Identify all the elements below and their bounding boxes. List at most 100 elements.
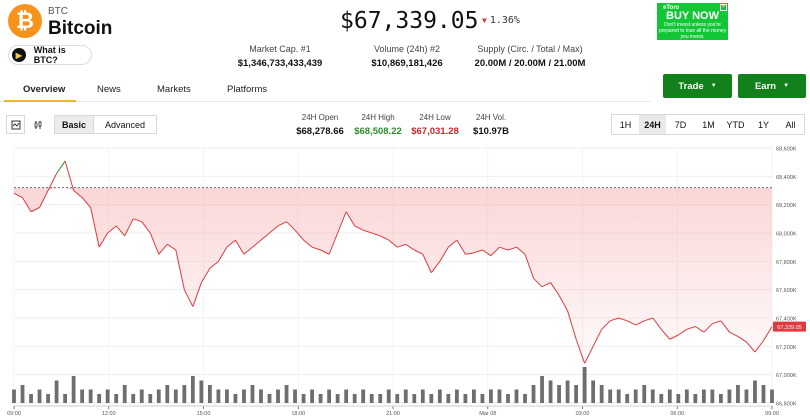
stat-label: Volume (24h) #2 <box>373 44 441 54</box>
price-segment <box>209 260 219 269</box>
range-7d[interactable]: 7D <box>674 119 687 130</box>
volume-bar <box>156 389 161 403</box>
volume-bar <box>80 389 85 403</box>
supply-stat: Supply (Circ. / Total / Max) 20.00M / 20… <box>470 44 590 69</box>
ohlc-value: $10.97B <box>473 126 509 137</box>
tab-overview[interactable]: Overview <box>23 84 66 95</box>
what-is-btc-button[interactable]: ▶ What is BTC? <box>8 45 92 65</box>
price-segment <box>746 341 756 353</box>
price-segment <box>414 249 424 255</box>
range-1y[interactable]: 1Y <box>757 119 769 130</box>
volume-bar <box>37 389 42 403</box>
volume-bar <box>701 389 706 403</box>
price-segment <box>635 320 645 326</box>
volume-bar <box>599 385 604 403</box>
price-segment <box>286 221 296 231</box>
price-area-fill <box>14 187 772 364</box>
volume-bar <box>97 394 102 403</box>
volume-bar <box>412 394 417 403</box>
range-ytd[interactable]: YTD <box>726 119 745 130</box>
chart-type-icon[interactable] <box>6 115 25 134</box>
volume-bar <box>727 389 732 403</box>
volume-bar <box>710 389 715 403</box>
price-segment <box>260 232 270 241</box>
range-all[interactable]: All <box>785 119 796 130</box>
tab-platforms[interactable]: Platforms <box>227 84 268 95</box>
ohlc-value: $68,278.66 <box>296 126 344 137</box>
etoro-ad-banner[interactable]: × eToro BUY NOW Don't invest unless you'… <box>657 3 728 40</box>
volume-bar <box>182 385 187 403</box>
price-segment <box>277 221 287 227</box>
volume-bar <box>259 389 263 403</box>
tab-markets[interactable]: Markets <box>157 84 191 95</box>
volume-bar <box>489 389 493 403</box>
ad-close-icon[interactable]: × <box>720 4 727 11</box>
advanced-mode-button[interactable]: Advanced <box>94 115 157 134</box>
price-change: ▼ 1.36% <box>482 15 520 26</box>
price-segment <box>678 328 688 336</box>
volume-bar <box>310 389 314 403</box>
price-segment <box>235 239 245 255</box>
price-segment <box>167 243 177 251</box>
coin-name: Bitcoin <box>48 18 113 39</box>
volume-bar <box>318 394 323 403</box>
price-segment <box>644 317 653 322</box>
price-segment <box>473 249 483 254</box>
volume-bar <box>301 394 306 403</box>
y-tick-label: 67,400K <box>776 317 797 323</box>
x-tick-label: 15:00 <box>197 411 211 417</box>
y-tick-label: 67,800K <box>776 260 797 266</box>
candles-icon[interactable] <box>28 115 47 134</box>
price-change-value: 1.36% <box>489 15 520 26</box>
coin-ticker: BTC <box>48 6 68 17</box>
price-chart[interactable]: 68,600K 68,400K 68,200K 68,000K 67,800K 67,60… <box>0 142 810 419</box>
x-tick-label: 06:00 <box>670 411 684 417</box>
volume-bar <box>744 389 749 403</box>
volume-bar <box>71 376 76 403</box>
volume-bar <box>63 394 67 403</box>
tab-news[interactable]: News <box>97 84 121 95</box>
ohlc-low: 24H Low $67,031.28 <box>405 113 465 137</box>
earn-button[interactable]: Earn ▼ <box>738 74 806 98</box>
volume-bar <box>139 389 144 403</box>
stat-value: $10,869,181,426 <box>371 58 443 69</box>
volume-bar <box>12 389 16 403</box>
price-segment <box>456 239 466 255</box>
price-segment <box>737 336 747 343</box>
volume-bar <box>386 389 391 403</box>
volume-bar <box>361 389 366 403</box>
volume-bar <box>642 385 647 403</box>
price-segment <box>354 225 364 231</box>
x-axis-labels: 09:00 12:00 15:00 18:00 21:00 Mar 08 03:00 06:0… <box>7 411 779 417</box>
volume-bar <box>753 380 757 403</box>
price-segment <box>669 334 679 340</box>
price-segment <box>695 326 705 333</box>
price-segment <box>175 249 185 290</box>
chevron-down-icon: ▼ <box>710 83 717 89</box>
ohlc-label: 24H Vol. <box>475 113 507 122</box>
range-1h[interactable]: 1H <box>619 119 632 130</box>
volume-bar <box>250 385 255 403</box>
price-segment <box>124 218 134 237</box>
y-tick-label: 68,000K <box>776 232 797 238</box>
range-24h[interactable]: 24H <box>639 115 666 134</box>
price-segment <box>345 211 356 227</box>
price-segment <box>73 190 83 198</box>
trade-button[interactable]: Trade ▼ <box>663 74 732 98</box>
volume-bar <box>395 394 400 403</box>
range-1m[interactable]: 1M <box>702 119 715 130</box>
volume-bar <box>472 389 476 403</box>
volume-bar <box>633 389 638 403</box>
volume-bar <box>659 394 664 403</box>
x-tick-label: 09:00 <box>7 411 21 417</box>
volume-bar <box>225 389 229 403</box>
ohlc-value: $67,031.28 <box>411 126 459 137</box>
volume-bar <box>608 389 613 403</box>
volume-bar <box>523 394 527 403</box>
volume-bar <box>497 389 502 403</box>
basic-mode-button[interactable]: Basic <box>54 115 94 134</box>
y-tick-label: 68,400K <box>776 175 797 181</box>
price-segment <box>388 239 398 248</box>
volume-bar <box>420 389 425 403</box>
price-segment <box>482 249 492 257</box>
